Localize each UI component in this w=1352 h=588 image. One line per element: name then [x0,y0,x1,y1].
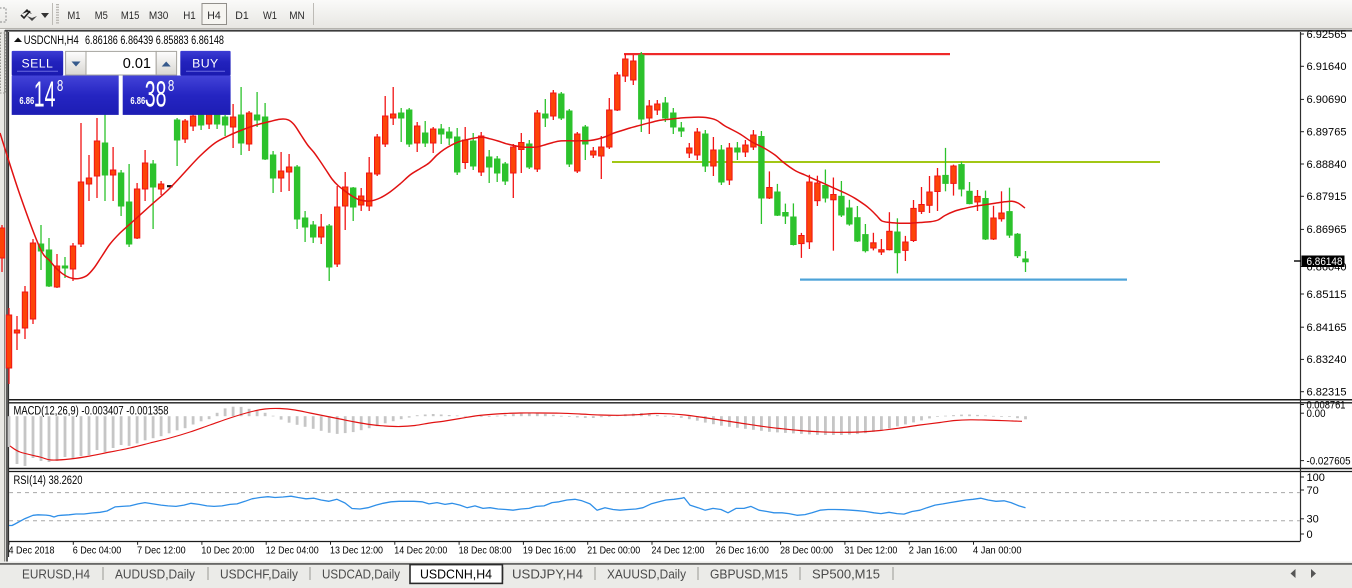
svg-text:6.91640: 6.91640 [1307,61,1347,73]
svg-text:70: 70 [1307,485,1319,497]
svg-text:GBPUSD,M15: GBPUSD,M15 [710,567,788,581]
svg-text:M15: M15 [121,10,139,22]
svg-text:6.83240: 6.83240 [1307,354,1347,366]
svg-text:SP500,M15: SP500,M15 [812,567,880,581]
svg-text:6.82315: 6.82315 [1307,387,1347,399]
svg-text:H4: H4 [207,10,221,22]
svg-text:6.86148: 6.86148 [1307,256,1343,268]
svg-text:31 Dec 12:00: 31 Dec 12:00 [844,544,897,556]
svg-text:0.008761: 0.008761 [1307,399,1346,411]
svg-text:24 Dec 12:00: 24 Dec 12:00 [652,544,705,556]
svg-text:H1: H1 [183,10,196,22]
svg-text:6 Dec 04:00: 6 Dec 04:00 [73,544,122,556]
svg-text:MACD(12,26,9) -0.003407 -0.001: MACD(12,26,9) -0.003407 -0.001358 [14,406,169,418]
svg-text:7 Dec 12:00: 7 Dec 12:00 [137,544,186,556]
svg-text:M5: M5 [95,10,108,22]
svg-text:0.01: 0.01 [123,56,151,72]
svg-text:28 Dec 00:00: 28 Dec 00:00 [780,544,833,556]
svg-text:100: 100 [1307,472,1325,484]
svg-text:USDCHF,Daily: USDCHF,Daily [220,567,299,581]
svg-text:0.00: 0.00 [1307,408,1326,420]
svg-text:6.88840: 6.88840 [1307,159,1347,171]
svg-text:6.87915: 6.87915 [1307,191,1347,203]
svg-text:USDCNH,H4: USDCNH,H4 [24,35,79,47]
svg-text:BUY: BUY [192,56,218,70]
svg-text:14: 14 [34,75,56,115]
svg-text:6.86: 6.86 [130,95,145,106]
svg-text:-0.027605: -0.027605 [1307,455,1351,467]
svg-text:4 Dec 2018: 4 Dec 2018 [9,544,55,556]
svg-text:USDCNH,H4: USDCNH,H4 [420,567,492,581]
svg-text:6.89765: 6.89765 [1307,127,1347,139]
svg-text:8: 8 [168,76,175,94]
svg-text:EURUSD,H4: EURUSD,H4 [22,567,90,581]
svg-text:RSI(14) 38.2620: RSI(14) 38.2620 [14,475,83,487]
svg-text:MN: MN [289,10,305,22]
svg-text:6.92565: 6.92565 [1307,29,1347,41]
svg-text:4 Jan 00:00: 4 Jan 00:00 [973,544,1022,556]
svg-text:6.85115: 6.85115 [1307,289,1347,301]
svg-text:6.84165: 6.84165 [1307,322,1347,334]
svg-text:18 Dec 08:00: 18 Dec 08:00 [459,544,512,556]
svg-text:14 Dec 20:00: 14 Dec 20:00 [394,544,447,556]
svg-text:8: 8 [57,76,64,94]
svg-text:M1: M1 [68,10,81,22]
svg-text:2 Jan 16:00: 2 Jan 16:00 [909,544,958,556]
svg-text:D1: D1 [235,10,249,22]
svg-text:13 Dec 12:00: 13 Dec 12:00 [330,544,383,556]
svg-text:W1: W1 [263,10,277,22]
svg-text:USDCAD,Daily: USDCAD,Daily [322,567,401,581]
svg-text:6.86: 6.86 [19,95,34,106]
svg-text:AUDUSD,Daily: AUDUSD,Daily [115,567,196,581]
svg-text:XAUUSD,Daily: XAUUSD,Daily [607,567,687,581]
svg-text:26 Dec 16:00: 26 Dec 16:00 [716,544,769,556]
svg-text:30: 30 [1307,514,1319,526]
svg-text:12 Dec 04:00: 12 Dec 04:00 [266,544,319,556]
svg-text:6.86965: 6.86965 [1307,224,1347,236]
svg-text:21 Dec 00:00: 21 Dec 00:00 [587,544,640,556]
svg-text:M30: M30 [149,10,169,22]
svg-text:6.86186 6.86439 6.85883 6.8614: 6.86186 6.86439 6.85883 6.86148 [85,35,224,47]
svg-text:10 Dec 20:00: 10 Dec 20:00 [201,544,254,556]
svg-text:0: 0 [1307,529,1313,541]
svg-text:SELL: SELL [22,56,54,70]
svg-text:USDJPY,H4: USDJPY,H4 [512,567,583,581]
svg-text:19 Dec 16:00: 19 Dec 16:00 [523,544,576,556]
svg-text:38: 38 [145,75,167,115]
svg-text:6.90690: 6.90690 [1307,94,1347,106]
